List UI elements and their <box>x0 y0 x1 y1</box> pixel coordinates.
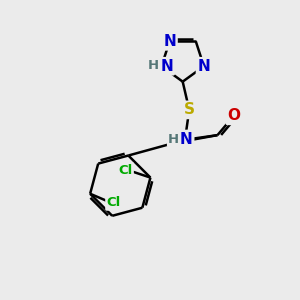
Text: O: O <box>227 108 240 123</box>
Text: N: N <box>160 59 173 74</box>
Text: Cl: Cl <box>118 164 132 177</box>
Text: H: H <box>148 59 159 72</box>
Text: N: N <box>163 34 176 49</box>
Text: Cl: Cl <box>107 196 121 209</box>
Text: N: N <box>197 59 210 74</box>
Text: H: H <box>168 133 179 146</box>
Text: N: N <box>180 131 193 146</box>
Text: S: S <box>184 102 195 117</box>
